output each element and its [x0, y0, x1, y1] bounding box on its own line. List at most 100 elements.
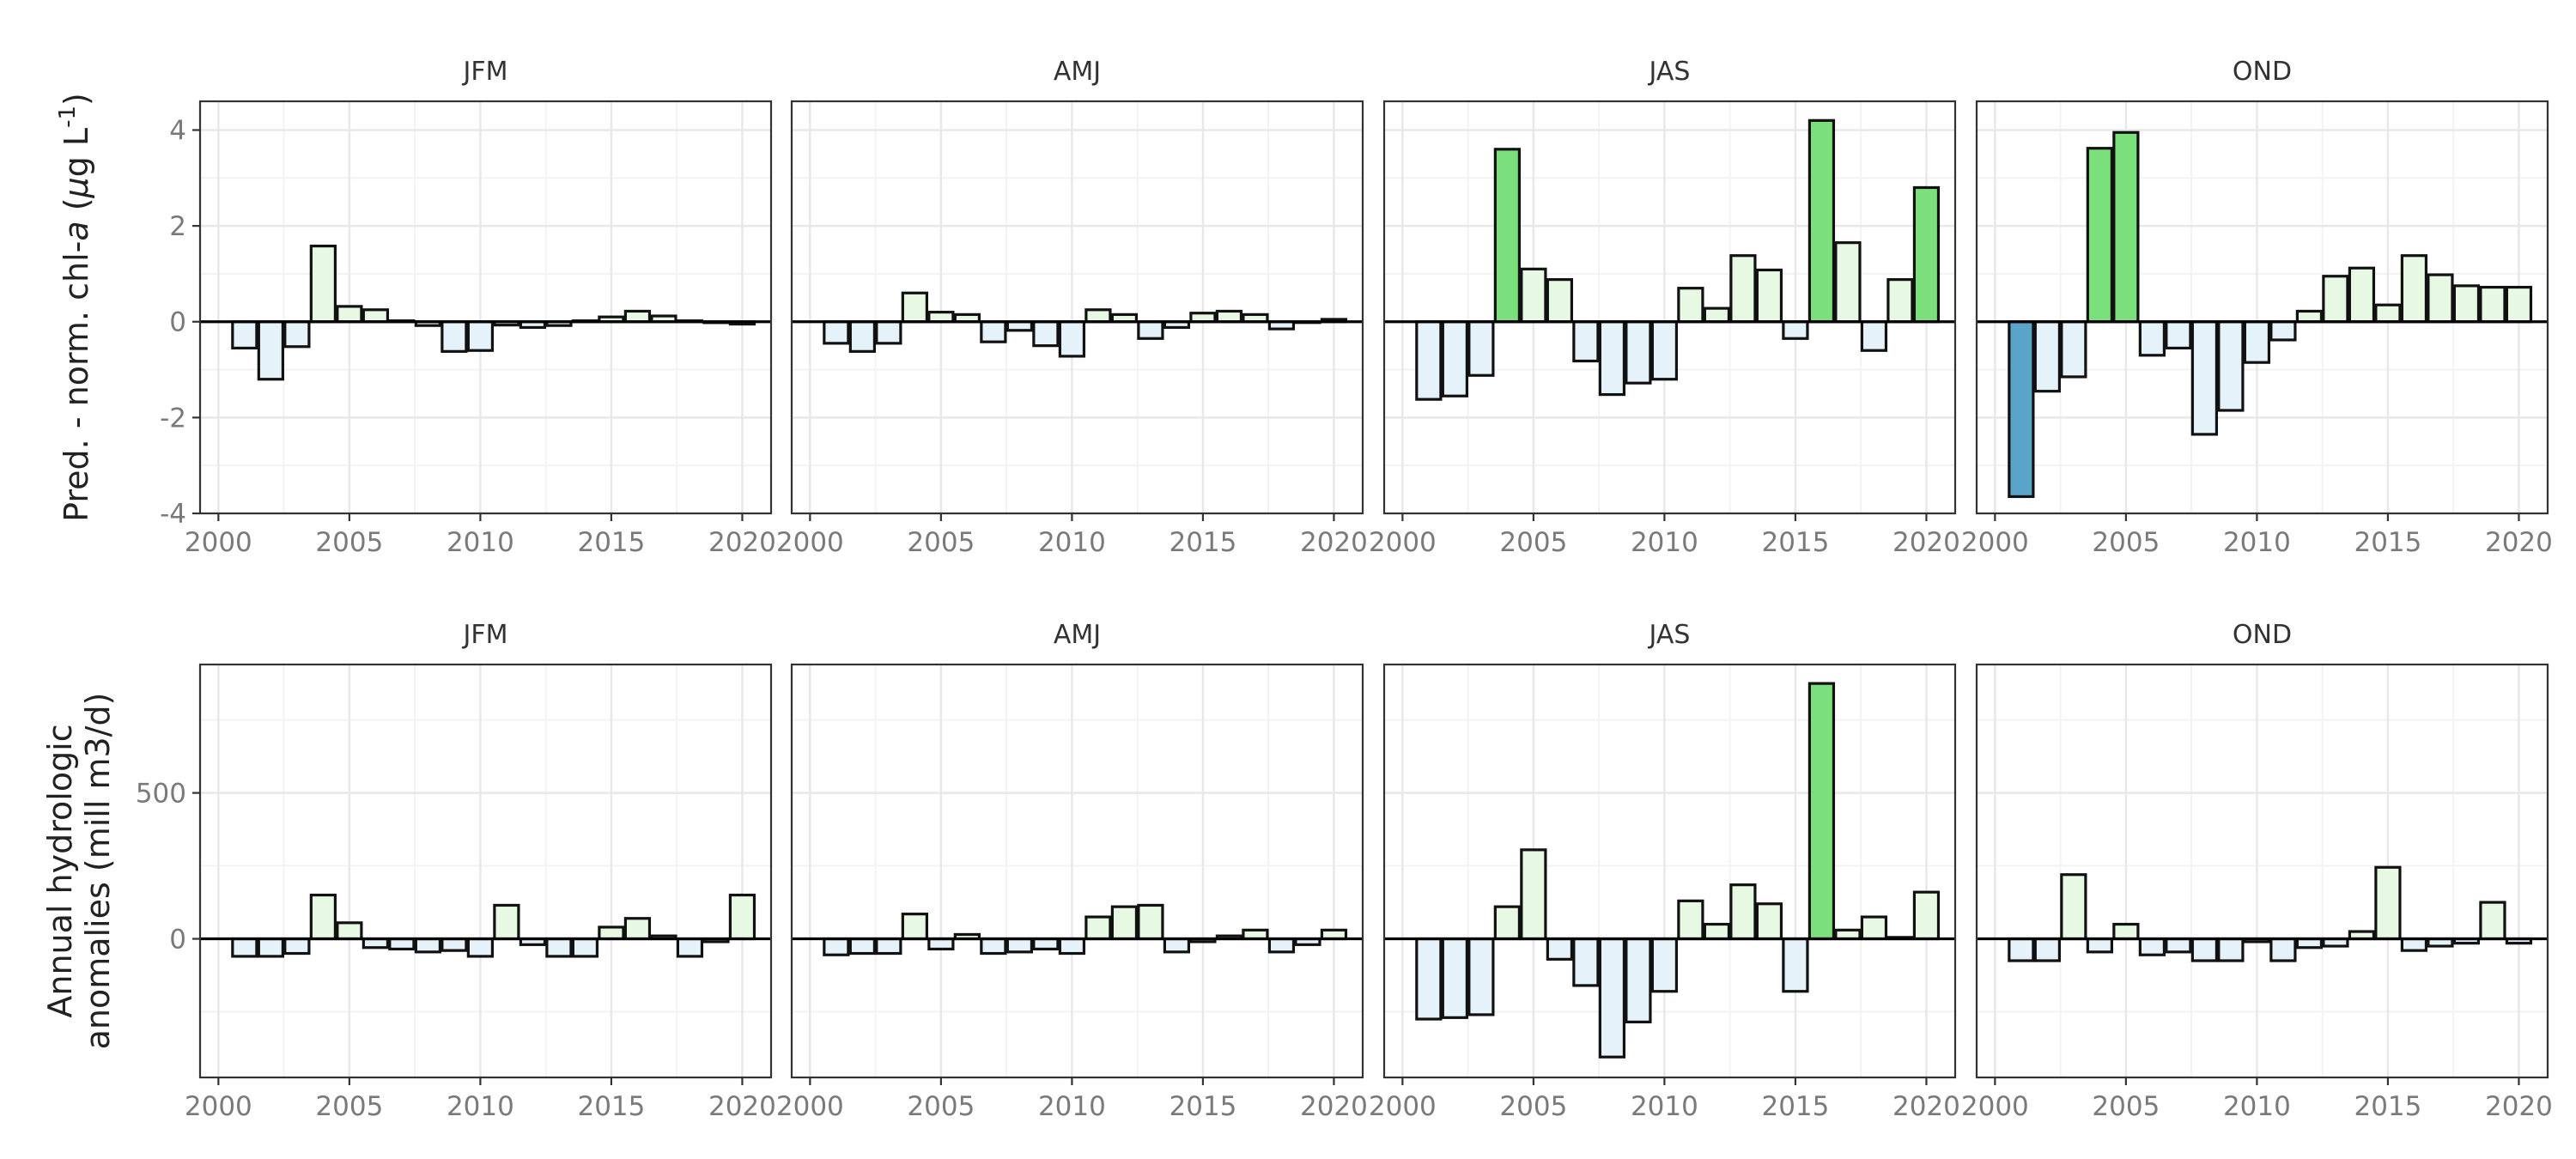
bar-ond-2011 [2269, 937, 2297, 962]
y-tick-label: -2 [160, 403, 186, 434]
bar-jas-2016 [1807, 682, 1836, 941]
x-tick-label: 2010 [447, 527, 514, 558]
bar-ond-2006 [2138, 937, 2166, 956]
bar-jas-2008 [1598, 937, 1626, 1059]
x-tick-label: 2015 [577, 527, 645, 558]
bar-jas-2012 [1703, 306, 1731, 324]
bar-ond-2017 [2427, 273, 2454, 324]
bar-ond-2002 [2033, 937, 2061, 962]
bar-ond-2008 [2190, 937, 2219, 962]
bar-amj-2011 [1084, 308, 1112, 324]
bar-amj-2010 [1058, 320, 1086, 358]
panel-title-ond: OND [2233, 620, 2292, 650]
y-axis-label-hydro: Annual hydrologicanomalies (mill m3/d) [41, 693, 117, 1050]
bar-jas-2005 [1520, 267, 1547, 324]
x-tick-label: 2000 [1369, 1091, 1437, 1122]
bar-jfm-2014 [571, 937, 599, 958]
bar-jfm-2016 [623, 917, 652, 941]
y-axis-label-part: ( [58, 197, 95, 221]
y-axis-label-part: a [58, 221, 95, 240]
panel-border [790, 100, 1364, 515]
bar-ond-2004 [2086, 147, 2114, 324]
x-tick-label: 2005 [907, 527, 975, 558]
bar-jas-2003 [1467, 937, 1495, 1016]
bar-jas-2009 [1625, 937, 1652, 1024]
bar-ond-2008 [2190, 320, 2219, 436]
bar-amj-2007 [980, 937, 1007, 956]
bar-jas-2007 [1572, 937, 1600, 987]
panel-border [198, 100, 773, 515]
bar-jas-2003 [1467, 320, 1495, 377]
bar-jas-2005 [1520, 848, 1547, 941]
bar-jfm-2010 [466, 937, 495, 958]
bar-jas-2018 [1860, 915, 1888, 941]
x-tick-label: 2005 [315, 1091, 383, 1122]
bar-ond-2016 [2400, 254, 2428, 324]
x-tick-label: 2000 [1961, 527, 2029, 558]
panel-border [1975, 100, 2549, 515]
bar-amj-2005 [927, 937, 955, 951]
x-tick-label: 2015 [2354, 527, 2421, 558]
bar-jfm-2011 [493, 903, 520, 941]
bar-jas-2017 [1834, 241, 1862, 324]
x-tick-label: 2005 [2092, 527, 2160, 558]
bar-amj-2002 [848, 320, 876, 353]
x-tick-label: 2010 [1631, 527, 1698, 558]
bar-jas-2010 [1650, 937, 1679, 993]
bar-amj-2001 [823, 320, 850, 345]
x-tick-label: 2015 [1169, 527, 1236, 558]
bar-jas-2016 [1807, 118, 1836, 324]
x-tick-label: 2010 [2223, 1091, 2291, 1122]
bar-jfm-2009 [440, 937, 468, 952]
x-tick-label: 2015 [577, 1091, 645, 1122]
bar-amj-2008 [1005, 937, 1034, 954]
bar-ond-2005 [2112, 130, 2140, 324]
y-tick-label: 0 [169, 925, 186, 956]
bar-jas-2019 [1886, 278, 1914, 324]
bar-amj-2001 [823, 937, 850, 956]
bar-jas-2014 [1755, 902, 1783, 941]
x-tick-label: 2020 [2485, 1091, 2553, 1122]
bar-ond-2020 [2505, 285, 2533, 324]
bar-jas-2011 [1677, 899, 1704, 941]
bar-jfm-2001 [231, 320, 258, 350]
bar-amj-2014 [1163, 937, 1191, 954]
bar-ond-2019 [2479, 285, 2506, 324]
y-axis-label-chl: Pred. - norm. chl-a (μg L-1) [55, 93, 95, 522]
bar-jas-2004 [1493, 905, 1522, 941]
bar-jfm-2005 [336, 305, 363, 324]
bar-amj-2005 [927, 310, 955, 324]
bar-jas-2010 [1650, 320, 1679, 381]
bar-ond-2019 [2479, 901, 2506, 941]
y-axis-label-line: anomalies (mill m3/d) [79, 693, 117, 1050]
bar-jas-2018 [1860, 320, 1888, 352]
bar-jas-2002 [1441, 937, 1468, 1019]
panel-border [198, 663, 773, 1079]
x-tick-label: 2010 [1038, 1091, 1106, 1122]
bar-amj-2004 [901, 291, 929, 324]
bar-ond-2015 [2374, 865, 2402, 941]
bar-ond-2001 [2008, 937, 2035, 962]
x-tick-label: 2010 [447, 1091, 514, 1122]
y-axis-label-part: -1 [55, 106, 81, 128]
x-tick-label: 2010 [1038, 527, 1106, 558]
bar-ond-2009 [2217, 320, 2245, 412]
y-axis-label-line: Annual hydrologic [41, 724, 79, 1017]
y-axis-label-part: ) [58, 93, 95, 106]
y-axis-label-part: g L [58, 128, 95, 177]
x-tick-label: 2000 [185, 1091, 252, 1122]
x-tick-label: 2020 [708, 527, 776, 558]
bar-jfm-2007 [388, 937, 416, 951]
bar-jfm-2006 [361, 308, 390, 324]
panel-title-jfm: JFM [462, 57, 508, 87]
y-tick-label: 4 [169, 115, 186, 146]
bar-ond-2003 [2060, 873, 2087, 941]
x-tick-label: 2005 [2092, 1091, 2160, 1122]
bar-jas-2012 [1703, 922, 1731, 941]
x-tick-label: 2020 [708, 1091, 776, 1122]
x-tick-label: 2015 [1761, 527, 1829, 558]
y-axis-label-part: μ [58, 177, 95, 198]
bar-amj-2012 [1110, 905, 1139, 941]
bar-jfm-2015 [598, 925, 625, 941]
